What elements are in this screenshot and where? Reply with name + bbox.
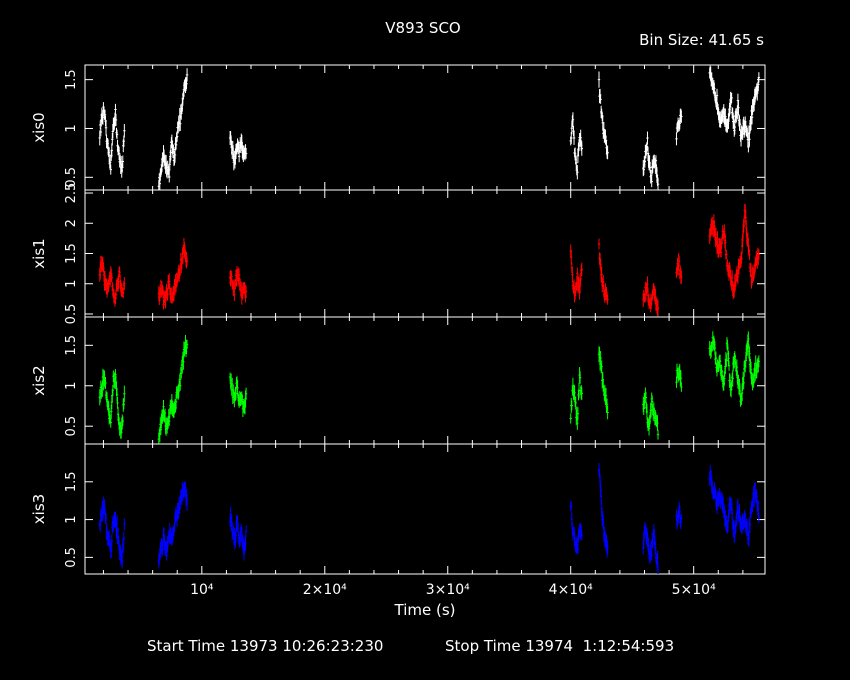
start-time: Start Time 13973 10:26:23:230 <box>147 637 383 655</box>
panels: 0.511.5xis00.511.522.5xis10.511.5xis20.5… <box>30 64 766 598</box>
y-tick-label: 0.5 <box>64 304 79 325</box>
y-tick-label: 2 <box>64 219 79 227</box>
series-xis2 <box>98 331 761 444</box>
y-tick-label: 1.5 <box>64 335 79 356</box>
y-axis-label: xis3 <box>30 494 48 524</box>
panel-frame <box>84 443 766 575</box>
y-tick-label: 1.5 <box>64 243 79 264</box>
y-tick-label: 1.5 <box>64 69 79 90</box>
y-tick-label: 2.5 <box>64 183 79 204</box>
y-tick-label: 0.5 <box>64 167 79 188</box>
x-tick-label: 3×10⁴ <box>426 582 470 598</box>
y-tick-label: 1 <box>64 382 79 390</box>
y-tick-label: 0.5 <box>64 416 79 437</box>
x-tick-label: 4×10⁴ <box>549 582 593 598</box>
panel-xis1: 0.5 1 1.5 2 2.5 xis1 <box>30 183 766 325</box>
stop-time: Stop Time 13974 1:12:54:593 <box>445 637 674 655</box>
y-axis-label: xis2 <box>30 365 48 395</box>
chart-title: V893 SCO <box>385 19 460 37</box>
x-tick-label: 10⁴ <box>190 582 214 598</box>
y-tick-label: 0.5 <box>64 547 79 568</box>
y-tick-label: 1.5 <box>64 471 79 492</box>
y-tick-label: 1 <box>64 515 79 523</box>
series-xis1 <box>98 203 761 317</box>
x-axis-label: Time (s) <box>394 601 456 619</box>
x-tick-label: 2×10⁴ <box>303 582 347 598</box>
panel-xis0: 0.5 1 1.5 xis0 <box>30 64 766 191</box>
panel-xis2: 0.5 1 1.5 xis2 <box>30 316 766 445</box>
bin-size-label: Bin Size: 41.65 s <box>639 31 764 49</box>
series-xis0 <box>98 65 761 190</box>
series-xis3 <box>98 462 761 574</box>
y-axis-label: xis0 <box>30 112 48 142</box>
y-axis-label: xis1 <box>30 238 48 268</box>
panel-frame <box>84 316 766 445</box>
y-tick-label: 1 <box>64 280 79 288</box>
panel-xis3: 0.5 1 1.5 xis3 <box>30 443 766 575</box>
y-tick-label: 1 <box>64 124 79 132</box>
x-tick-label: 5×10⁴ <box>672 582 716 598</box>
